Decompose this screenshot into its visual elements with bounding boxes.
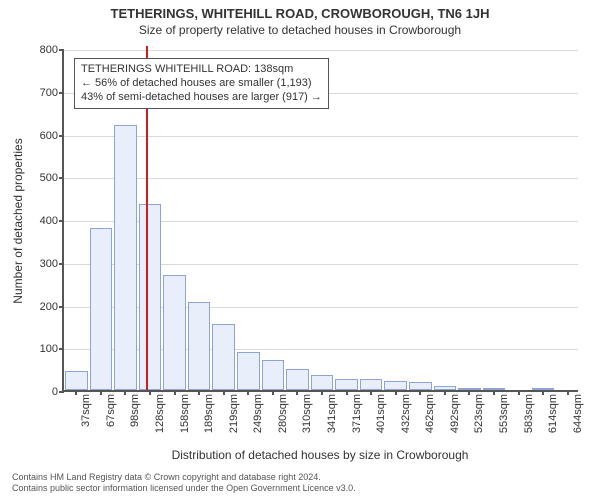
x-axis-label: Distribution of detached houses by size … — [172, 448, 469, 462]
gridline — [64, 136, 578, 137]
x-tick-label: 158sqm — [179, 394, 191, 433]
x-tick-label: 249sqm — [252, 394, 264, 433]
histogram-bar — [139, 204, 162, 390]
chart-title: TETHERINGS, WHITEHILL ROAD, CROWBOROUGH,… — [0, 0, 600, 21]
x-tick-label: 462sqm — [424, 394, 436, 433]
histogram-bar — [237, 352, 260, 390]
x-tick-mark — [346, 390, 348, 395]
histogram-bar — [286, 369, 309, 390]
x-tick-label: 614sqm — [547, 394, 559, 433]
x-tick-mark — [444, 390, 446, 395]
x-tick-mark — [75, 390, 77, 395]
x-tick-label: 67sqm — [105, 394, 117, 427]
y-tick-label: 600 — [40, 130, 64, 142]
histogram-bar — [90, 228, 113, 390]
footer-line-2: Contains public sector information licen… — [12, 483, 356, 494]
x-tick-mark — [321, 390, 323, 395]
x-tick-label: 644sqm — [572, 394, 584, 433]
x-tick-mark — [272, 390, 274, 395]
y-tick-label: 0 — [52, 386, 64, 398]
gridline — [64, 50, 578, 51]
x-tick-label: 219sqm — [228, 394, 240, 433]
histogram-bar — [212, 324, 235, 390]
x-tick-label: 371sqm — [351, 394, 363, 433]
x-tick-mark — [468, 390, 470, 395]
histogram-bar — [311, 375, 334, 390]
x-tick-mark — [247, 390, 249, 395]
histogram-bar — [409, 382, 432, 390]
x-tick-label: 341sqm — [326, 394, 338, 433]
x-tick-mark — [223, 390, 225, 395]
x-tick-label: 98sqm — [129, 394, 141, 427]
annotation-line: ← 56% of detached houses are smaller (1,… — [81, 77, 322, 91]
x-tick-label: 583sqm — [523, 394, 535, 433]
x-tick-mark — [296, 390, 298, 395]
histogram-bar — [384, 381, 407, 390]
histogram-bar — [163, 275, 186, 390]
x-tick-mark — [518, 390, 520, 395]
x-tick-label: 37sqm — [80, 394, 92, 427]
histogram-bar — [335, 379, 358, 390]
plot-area: 010020030040050060070080037sqm67sqm98sqm… — [62, 50, 578, 392]
footer-line-1: Contains HM Land Registry data © Crown c… — [12, 472, 356, 483]
annotation-line: 43% of semi-detached houses are larger (… — [81, 91, 322, 105]
annotation-line: TETHERINGS WHITEHILL ROAD: 138sqm — [81, 63, 322, 77]
chart-subtitle: Size of property relative to detached ho… — [0, 21, 600, 37]
x-tick-label: 492sqm — [449, 394, 461, 433]
y-tick-label: 700 — [40, 87, 64, 99]
x-tick-label: 128sqm — [154, 394, 166, 433]
x-tick-label: 189sqm — [203, 394, 215, 433]
y-tick-label: 300 — [40, 258, 64, 270]
histogram-bar — [65, 371, 88, 390]
x-tick-label: 553sqm — [498, 394, 510, 433]
x-tick-mark — [124, 390, 126, 395]
x-tick-label: 401sqm — [375, 394, 387, 433]
x-tick-mark — [419, 390, 421, 395]
x-tick-mark — [493, 390, 495, 395]
y-tick-label: 400 — [40, 215, 64, 227]
x-tick-mark — [395, 390, 397, 395]
histogram-bar — [360, 379, 383, 390]
x-tick-label: 310sqm — [301, 394, 313, 433]
y-axis-label: Number of detached properties — [11, 138, 25, 303]
y-tick-label: 100 — [40, 343, 64, 355]
x-tick-mark — [100, 390, 102, 395]
y-tick-label: 800 — [40, 44, 64, 56]
x-tick-label: 280sqm — [277, 394, 289, 433]
x-tick-mark — [198, 390, 200, 395]
annotation-box: TETHERINGS WHITEHILL ROAD: 138sqm← 56% o… — [74, 58, 329, 109]
footer-attribution: Contains HM Land Registry data © Crown c… — [12, 472, 356, 495]
histogram-bar — [114, 125, 137, 390]
x-tick-mark — [174, 390, 176, 395]
gridline — [64, 178, 578, 179]
x-tick-mark — [567, 390, 569, 395]
y-tick-label: 200 — [40, 301, 64, 313]
x-tick-mark — [149, 390, 151, 395]
x-tick-label: 523sqm — [473, 394, 485, 433]
x-tick-mark — [542, 390, 544, 395]
histogram-bar — [262, 360, 285, 390]
chart-container: TETHERINGS, WHITEHILL ROAD, CROWBOROUGH,… — [0, 0, 600, 500]
x-tick-label: 432sqm — [400, 394, 412, 433]
histogram-bar — [188, 302, 211, 390]
y-tick-label: 500 — [40, 172, 64, 184]
x-tick-mark — [370, 390, 372, 395]
